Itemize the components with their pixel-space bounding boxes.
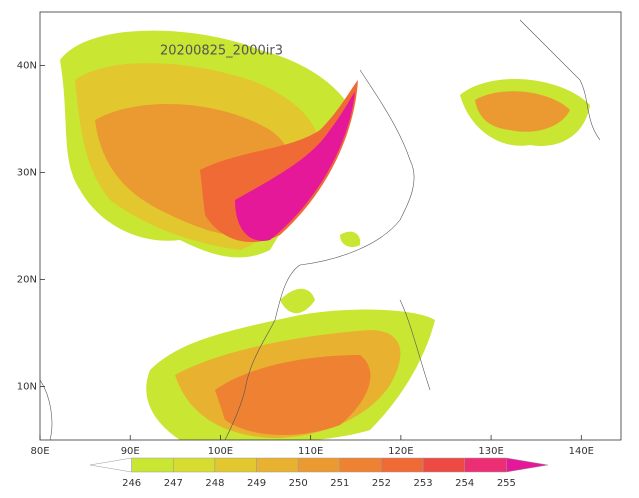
x-tick-label: 140E [569,446,594,457]
colorbar-swatch [173,457,216,473]
colorbar-label: 255 [497,478,516,489]
colorbar-swatch [89,457,132,473]
colorbar-label: 253 [414,478,433,489]
colorbar-swatch [256,457,299,473]
map-frame [39,11,622,441]
colorbar-swatch [464,457,507,473]
x-tick-label: 130E [478,446,503,457]
colorbar-label: 247 [164,478,183,489]
colorbar-label: 246 [122,478,141,489]
colorbar-label: 254 [455,478,474,489]
colorbar-label: 248 [205,478,224,489]
map-title: 20200825_2000ir3 [160,44,283,59]
x-tick-label: 120E [388,446,413,457]
colorbar-swatch [297,457,341,473]
cloud-field [40,19,601,440]
colorbar-swatch [131,457,174,473]
colorbar-label: 252 [372,478,391,489]
y-tick-label: 10N [17,382,37,393]
colorbar-swatch [381,457,424,473]
colorbar-swatch [339,457,382,473]
x-tick-label: 100E [208,446,233,457]
colorbar-swatch [506,457,549,473]
colorbar-label: 251 [330,478,349,489]
x-tick-label: 110E [298,446,323,457]
colorbar-swatch [214,457,257,473]
colorbar-label: 250 [289,478,308,489]
y-tick-label: 20N [17,275,37,286]
colorbar-swatch [422,457,465,473]
colorbar-label: 249 [247,478,266,489]
y-tick-label: 30N [17,168,37,179]
x-tick-label: 90E [121,446,140,457]
axes: 80E 90E 100E 110E 120E 130E 140E 10N 20N 30N 40N [17,61,594,458]
y-tick-label: 40N [17,61,37,72]
colorbar: 246 247 248 249 250 251 252 253 254 255 [89,457,549,489]
x-tick-label: 80E [30,446,49,457]
